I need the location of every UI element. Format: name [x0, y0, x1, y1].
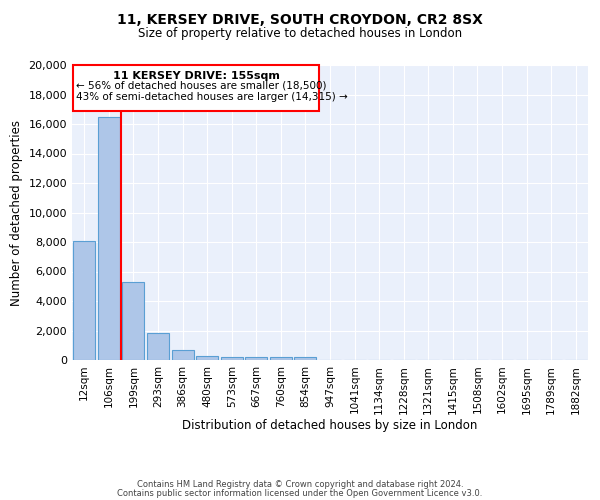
Bar: [122, 282, 145, 360]
Bar: [270, 357, 292, 360]
Text: 11 KERSEY DRIVE: 155sqm: 11 KERSEY DRIVE: 155sqm: [113, 71, 280, 81]
Bar: [172, 350, 194, 360]
Bar: [245, 357, 268, 360]
Bar: [221, 356, 243, 360]
Text: Contains public sector information licensed under the Open Government Licence v3: Contains public sector information licen…: [118, 488, 482, 498]
Text: 43% of semi-detached houses are larger (14,315) →: 43% of semi-detached houses are larger (…: [76, 92, 347, 102]
Bar: [73, 240, 95, 360]
Bar: [98, 116, 120, 360]
Y-axis label: Number of detached properties: Number of detached properties: [10, 120, 23, 306]
X-axis label: Distribution of detached houses by size in London: Distribution of detached houses by size …: [182, 419, 478, 432]
Bar: [196, 356, 218, 360]
Text: ← 56% of detached houses are smaller (18,500): ← 56% of detached houses are smaller (18…: [76, 80, 326, 90]
FancyBboxPatch shape: [73, 65, 319, 110]
Text: Contains HM Land Registry data © Crown copyright and database right 2024.: Contains HM Land Registry data © Crown c…: [137, 480, 463, 489]
Text: 11, KERSEY DRIVE, SOUTH CROYDON, CR2 8SX: 11, KERSEY DRIVE, SOUTH CROYDON, CR2 8SX: [117, 12, 483, 26]
Bar: [295, 358, 316, 360]
Text: Size of property relative to detached houses in London: Size of property relative to detached ho…: [138, 28, 462, 40]
Bar: [147, 332, 169, 360]
